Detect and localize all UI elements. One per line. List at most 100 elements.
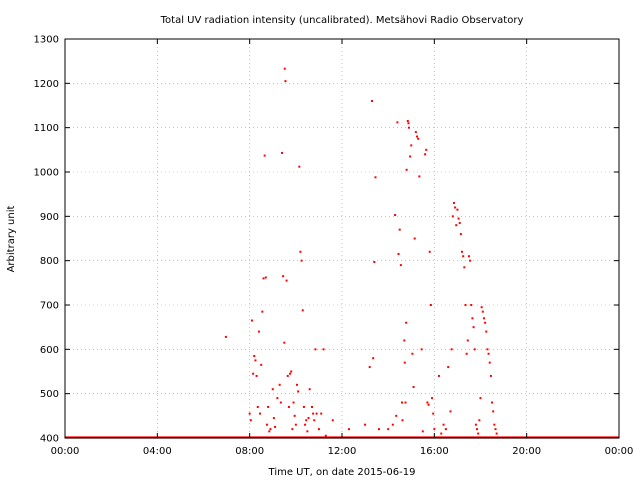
data-point (433, 428, 436, 431)
data-point (493, 423, 496, 426)
data-point (306, 430, 309, 433)
y-tick-label: 700 (40, 301, 59, 312)
data-point (315, 412, 318, 415)
data-point (280, 151, 283, 154)
data-point (426, 401, 429, 404)
data-point (431, 397, 434, 400)
data-point (294, 423, 297, 426)
data-point (292, 401, 295, 404)
data-points (224, 67, 498, 437)
data-point (478, 419, 481, 422)
data-point (320, 412, 323, 415)
data-point (409, 155, 412, 158)
data-point (291, 428, 294, 431)
data-point (300, 259, 303, 262)
data-point (482, 317, 485, 320)
y-tick-label: 800 (40, 256, 59, 267)
data-point (310, 405, 313, 408)
data-point (416, 135, 419, 138)
data-point (377, 428, 380, 431)
data-point (394, 214, 397, 217)
data-point (491, 401, 494, 404)
data-point (364, 423, 367, 426)
data-point (374, 176, 377, 179)
data-point (307, 417, 310, 420)
data-point (432, 412, 435, 415)
data-point (459, 233, 462, 236)
data-point (368, 366, 371, 369)
data-point (272, 417, 275, 420)
data-point (399, 264, 402, 267)
data-point (472, 326, 475, 329)
data-point (252, 372, 255, 375)
data-point (397, 253, 400, 256)
data-point (456, 208, 459, 211)
x-tick-label: 12:00 (328, 446, 357, 457)
data-point (486, 348, 489, 351)
data-point (313, 419, 316, 422)
data-point (406, 120, 409, 123)
data-point (290, 370, 293, 373)
data-point (286, 374, 289, 377)
data-point (421, 430, 424, 433)
data-point (249, 419, 252, 422)
data-point (495, 432, 498, 435)
data-point (284, 80, 287, 83)
data-point (489, 374, 492, 377)
y-tick-label: 1100 (34, 123, 59, 134)
data-point (442, 423, 445, 426)
data-point (403, 339, 406, 342)
data-point (480, 306, 483, 309)
data-point (312, 412, 315, 415)
data-point (317, 428, 320, 431)
data-point (304, 423, 307, 426)
data-point (476, 428, 479, 431)
y-tick-label: 600 (40, 345, 59, 356)
data-point (262, 277, 265, 280)
data-point (254, 359, 257, 362)
data-point (267, 405, 270, 408)
data-point (403, 361, 406, 364)
data-point (494, 428, 497, 431)
chart-title: Total UV radiation intensity (uncalibrat… (160, 15, 524, 26)
data-point (451, 215, 454, 218)
data-point (278, 383, 281, 386)
data-point (405, 168, 408, 171)
data-point (466, 339, 469, 342)
y-tick-label: 1300 (34, 35, 59, 46)
data-point (324, 434, 327, 437)
data-point (470, 304, 473, 306)
data-point (250, 319, 253, 322)
y-axis-label: Arbitrary unit (6, 206, 17, 273)
data-point (391, 423, 394, 426)
y-tick-label: 1200 (34, 79, 59, 90)
data-point (467, 255, 470, 258)
data-point (427, 403, 430, 406)
data-point (457, 217, 460, 220)
data-point (283, 67, 286, 70)
data-point (471, 317, 474, 320)
data-point (447, 366, 450, 369)
data-point (420, 348, 423, 351)
data-point (314, 348, 317, 351)
y-tick-label: 1000 (34, 168, 59, 179)
data-point (265, 423, 268, 426)
data-point (463, 266, 466, 269)
data-point (302, 405, 305, 408)
data-point (461, 250, 464, 253)
data-point (257, 330, 260, 333)
data-point (401, 419, 404, 422)
x-tick-label: 00:00 (605, 446, 634, 457)
data-point (465, 352, 468, 355)
data-point (293, 414, 296, 417)
data-point (287, 405, 290, 408)
data-point (414, 131, 417, 134)
data-point (260, 363, 263, 366)
data-point (256, 405, 259, 408)
data-point (263, 154, 266, 157)
data-point (425, 148, 428, 151)
data-point (469, 259, 472, 262)
data-point (407, 122, 410, 125)
data-point (248, 412, 251, 415)
